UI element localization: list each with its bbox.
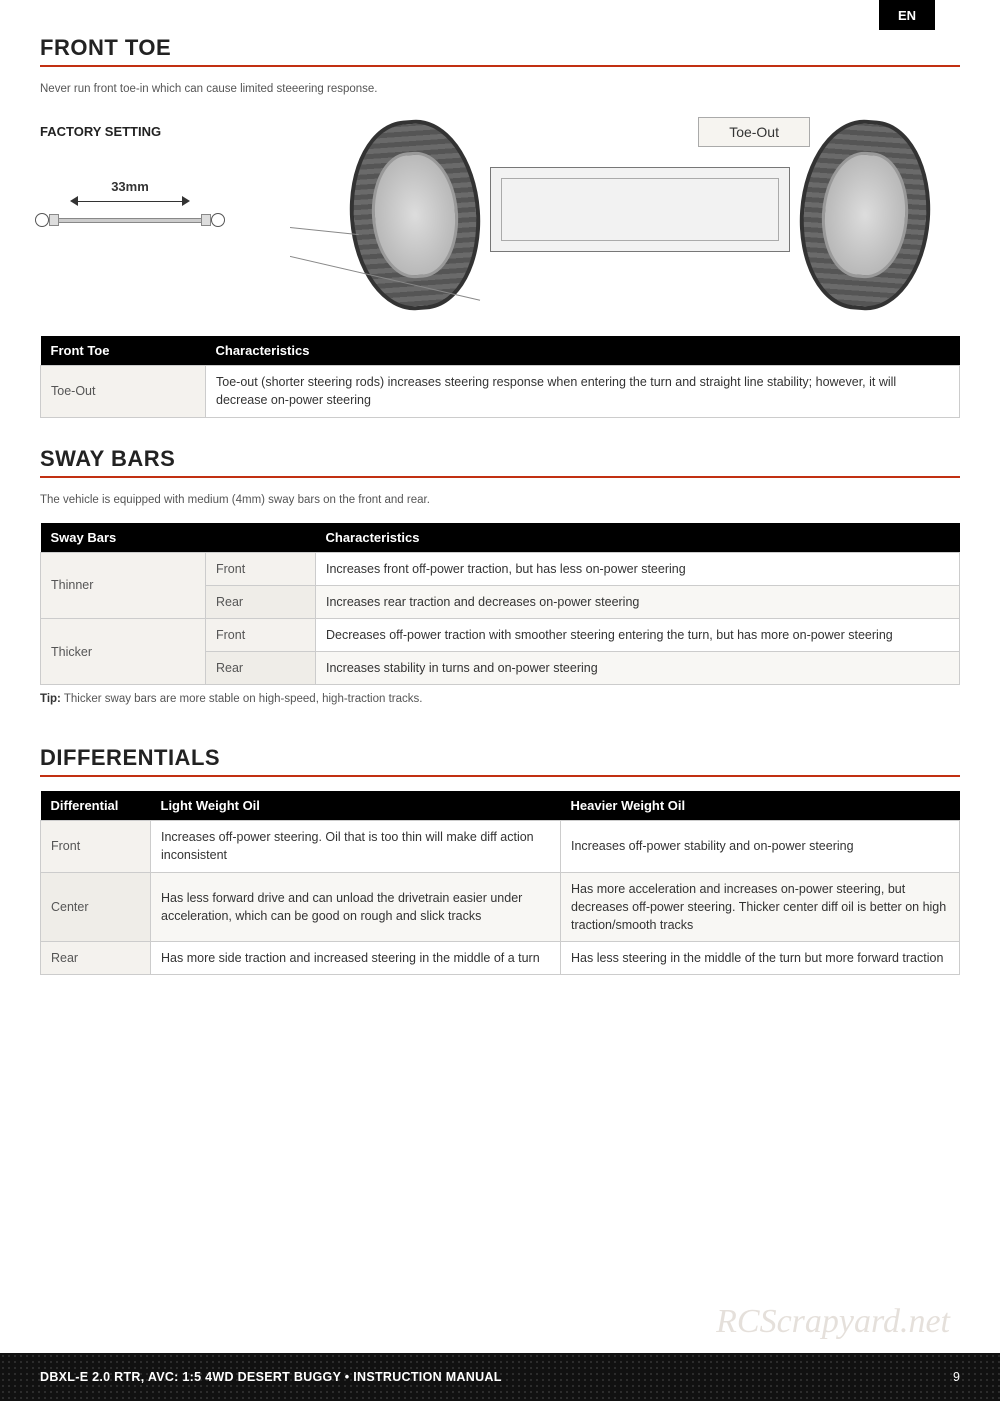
- table-cell: Increases off-power stability and on-pow…: [561, 821, 960, 872]
- page-content: FRONT TOE Never run front toe-in which c…: [0, 0, 1000, 975]
- leader-line-icon: [290, 207, 359, 235]
- differentials-table: Differential Light Weight Oil Heavier We…: [40, 791, 960, 975]
- table-cell-label: Front: [41, 821, 151, 872]
- table-row: Center Has less forward drive and can un…: [41, 872, 960, 941]
- footer-title: DBXL-E 2.0 RTR, AVC: 1:5 4WD DESERT BUGG…: [40, 1370, 502, 1384]
- table-row: Thinner Front Increases front off-power …: [41, 552, 960, 585]
- table-header: Characteristics: [206, 336, 960, 366]
- section-title-sway-bars: SWAY BARS: [40, 446, 960, 472]
- page-footer: DBXL-E 2.0 RTR, AVC: 1:5 4WD DESERT BUGG…: [0, 1353, 1000, 1401]
- table-cell-label: Thicker: [41, 619, 206, 685]
- page-number: 9: [953, 1370, 960, 1384]
- table-cell: Has more acceleration and increases on-p…: [561, 872, 960, 941]
- table-cell-sub: Rear: [206, 652, 316, 685]
- table-header-row: Differential Light Weight Oil Heavier We…: [41, 791, 960, 821]
- table-cell-sub: Front: [206, 619, 316, 652]
- tire-right-icon: [794, 116, 937, 315]
- table-row: Toe-Out Toe-out (shorter steering rods) …: [41, 366, 960, 417]
- table-cell: Increases off-power steering. Oil that i…: [151, 821, 561, 872]
- suspension-illustration: Toe-Out: [290, 112, 960, 322]
- factory-setting-label: FACTORY SETTING: [40, 124, 270, 139]
- table-cell: Has less forward drive and can unload th…: [151, 872, 561, 941]
- table-cell-label: Toe-Out: [41, 366, 206, 417]
- table-cell-sub: Front: [206, 552, 316, 585]
- measurement-value: 33mm: [111, 179, 149, 194]
- table-cell: Increases rear traction and decreases on…: [316, 585, 960, 618]
- table-cell: Decreases off-power traction with smooth…: [316, 619, 960, 652]
- table-header: Characteristics: [316, 523, 960, 553]
- section-title-front-toe: FRONT TOE: [40, 35, 960, 61]
- table-header: Light Weight Oil: [151, 791, 561, 821]
- table-row: Front Increases off-power steering. Oil …: [41, 821, 960, 872]
- steering-rod-icon: [35, 212, 225, 228]
- toe-out-callout: Toe-Out: [698, 117, 810, 147]
- sway-bars-table: Sway Bars Characteristics Thinner Front …: [40, 523, 960, 686]
- front-toe-diagram: FACTORY SETTING 33mm Toe-Out: [40, 112, 960, 322]
- table-header-row: Front Toe Characteristics: [41, 336, 960, 366]
- front-toe-table: Front Toe Characteristics Toe-Out Toe-ou…: [40, 336, 960, 417]
- table-cell-label: Thinner: [41, 552, 206, 618]
- section-rule: [40, 476, 960, 478]
- chassis-icon: [490, 167, 790, 252]
- table-header-row: Sway Bars Characteristics: [41, 523, 960, 553]
- section-rule: [40, 775, 960, 777]
- table-cell: Has less steering in the middle of the t…: [561, 941, 960, 974]
- sway-bars-note: The vehicle is equipped with medium (4mm…: [40, 492, 960, 509]
- table-cell-label: Center: [41, 872, 151, 941]
- watermark: RCScrapyard.net: [716, 1303, 950, 1341]
- table-cell-label: Rear: [41, 941, 151, 974]
- table-row: Rear Has more side traction and increase…: [41, 941, 960, 974]
- sway-bars-tip: Tip: Thicker sway bars are more stable o…: [40, 693, 960, 705]
- table-cell: Increases front off-power traction, but …: [316, 552, 960, 585]
- section-title-differentials: DIFFERENTIALS: [40, 745, 960, 771]
- table-header: Differential: [41, 791, 151, 821]
- table-header: Sway Bars: [41, 523, 316, 553]
- table-row: Thicker Front Decreases off-power tracti…: [41, 619, 960, 652]
- table-header: Heavier Weight Oil: [561, 791, 960, 821]
- table-cell-sub: Rear: [206, 585, 316, 618]
- table-cell: Has more side traction and increased ste…: [151, 941, 561, 974]
- language-tab: EN: [879, 0, 935, 30]
- table-cell: Increases stability in turns and on-powe…: [316, 652, 960, 685]
- front-toe-note: Never run front toe-in which can cause l…: [40, 81, 960, 98]
- section-rule: [40, 65, 960, 67]
- measurement-arrows-icon: [70, 196, 190, 206]
- table-header: Front Toe: [41, 336, 206, 366]
- table-cell: Toe-out (shorter steering rods) increase…: [206, 366, 960, 417]
